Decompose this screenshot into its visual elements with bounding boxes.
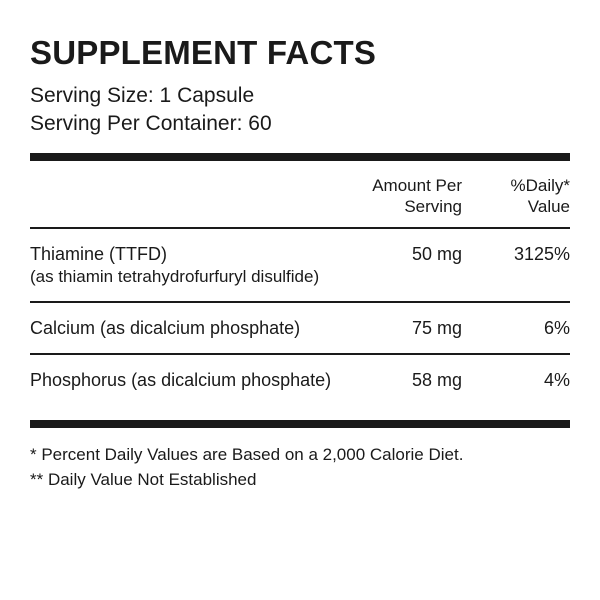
col-header-dv: %Daily* Value	[462, 171, 570, 229]
footnote-line: * Percent Daily Values are Based on a 2,…	[30, 442, 570, 468]
ingredient-amount: 75 mg	[332, 302, 462, 355]
col-header-name	[30, 171, 332, 229]
amount-header-line2: Serving	[404, 197, 462, 216]
supplement-facts-panel: SUPPLEMENT FACTS Serving Size: 1 Capsule…	[0, 0, 600, 600]
ingredient-amount: 50 mg	[332, 228, 462, 302]
table-row: Calcium (as dicalcium phosphate) 75 mg 6…	[30, 302, 570, 355]
footnote-line: ** Daily Value Not Established	[30, 467, 570, 493]
servings-per-container-line: Serving Per Container: 60	[30, 110, 570, 138]
ingredient-amount: 58 mg	[332, 354, 462, 406]
footnotes: * Percent Daily Values are Based on a 2,…	[30, 442, 570, 493]
table-row: Phosphorus (as dicalcium phosphate) 58 m…	[30, 354, 570, 406]
dv-header-line2: Value	[528, 197, 570, 216]
ingredient-dv: 6%	[462, 302, 570, 355]
ingredient-name-cell: Phosphorus (as dicalcium phosphate)	[30, 354, 332, 406]
serving-size-line: Serving Size: 1 Capsule	[30, 82, 570, 110]
divider-thick-top	[30, 153, 570, 161]
ingredient-name: Phosphorus (as dicalcium phosphate)	[30, 370, 331, 390]
table-header-row: Amount Per Serving %Daily* Value	[30, 171, 570, 229]
ingredient-name: Calcium (as dicalcium phosphate)	[30, 318, 300, 338]
ingredient-name: Thiamine (TTFD)	[30, 244, 167, 264]
ingredient-dv: 4%	[462, 354, 570, 406]
panel-title: SUPPLEMENT FACTS	[30, 34, 570, 72]
ingredient-name-cell: Thiamine (TTFD) (as thiamin tetrahydrofu…	[30, 228, 332, 302]
ingredient-dv: 3125%	[462, 228, 570, 302]
amount-header-line1: Amount Per	[372, 176, 462, 195]
table-row: Thiamine (TTFD) (as thiamin tetrahydrofu…	[30, 228, 570, 302]
col-header-amount: Amount Per Serving	[332, 171, 462, 229]
ingredient-name-cell: Calcium (as dicalcium phosphate)	[30, 302, 332, 355]
facts-table: Amount Per Serving %Daily* Value Thiamin…	[30, 171, 570, 406]
divider-thick-bottom	[30, 420, 570, 428]
dv-header-line1: %Daily*	[510, 176, 570, 195]
ingredient-subname: (as thiamin tetrahydrofurfuryl disulfide…	[30, 266, 332, 287]
